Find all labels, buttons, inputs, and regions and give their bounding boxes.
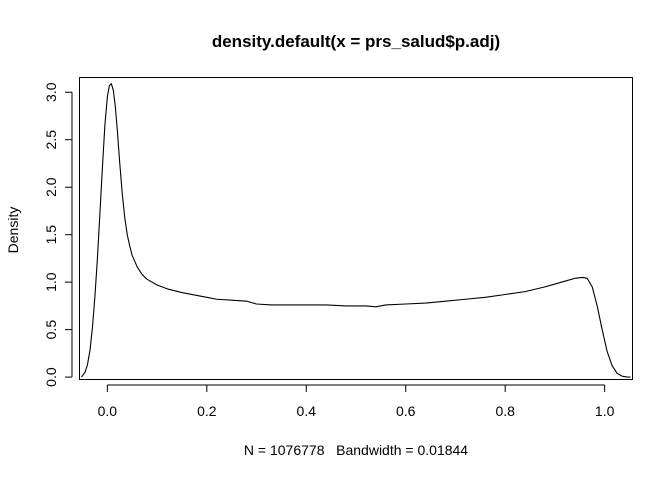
x-tick-label: 0.2 bbox=[197, 403, 217, 419]
chart-title: density.default(x = prs_salud$p.adj) bbox=[212, 32, 500, 51]
plot-frame bbox=[79, 77, 633, 380]
x-axis: 0.0 0.2 0.4 0.6 0.8 1.0 bbox=[98, 384, 615, 419]
density-curve bbox=[81, 83, 631, 378]
y-tick-label: 2.0 bbox=[43, 177, 59, 197]
x-tick-label: 0.8 bbox=[495, 403, 515, 419]
y-tick-label: 1.5 bbox=[43, 225, 59, 245]
y-tick-label: 0.0 bbox=[43, 367, 59, 387]
y-axis-label: Density bbox=[5, 207, 21, 254]
x-axis-label: N = 1076778 Bandwidth = 0.01844 bbox=[244, 442, 468, 458]
x-tick-label: 0.6 bbox=[396, 403, 416, 419]
x-tick-label: 1.0 bbox=[595, 403, 615, 419]
x-tick-label: 0.4 bbox=[297, 403, 317, 419]
y-tick-label: 2.5 bbox=[43, 130, 59, 150]
y-axis: 0.0 0.5 1.0 1.5 2.0 2.5 3.0 bbox=[43, 82, 73, 387]
y-tick-label: 3.0 bbox=[43, 82, 59, 102]
y-tick-label: 0.5 bbox=[43, 320, 59, 340]
y-tick-label: 1.0 bbox=[43, 272, 59, 292]
x-tick-label: 0.0 bbox=[98, 403, 118, 419]
